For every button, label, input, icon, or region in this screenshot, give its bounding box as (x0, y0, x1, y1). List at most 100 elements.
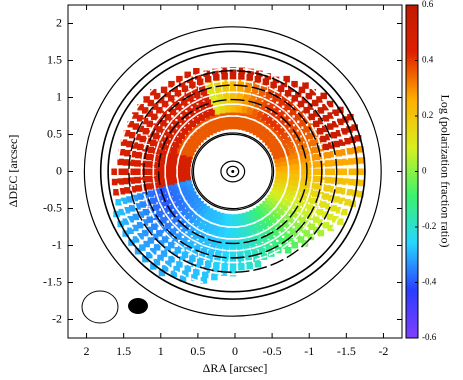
map-cell (177, 94, 185, 102)
map-cell (181, 208, 189, 216)
vector (171, 222, 182, 233)
map-cell (218, 230, 226, 237)
map-cell (317, 219, 325, 226)
map-cell (140, 184, 148, 191)
map-cell (143, 96, 150, 103)
vector (309, 177, 313, 190)
map-cell (266, 212, 274, 219)
map-cell (292, 163, 299, 170)
map-cell (225, 214, 233, 221)
map-cell (201, 217, 208, 225)
map-cell (278, 186, 285, 193)
vector (194, 266, 207, 272)
map-cell (132, 224, 139, 232)
map-cell (221, 213, 229, 221)
map-cell (193, 68, 200, 75)
vector (154, 141, 160, 153)
map-cell (287, 99, 295, 106)
map-cell (249, 114, 256, 122)
vector (268, 86, 280, 94)
map-cell (229, 117, 237, 124)
map-cell (240, 230, 248, 237)
vector (180, 259, 192, 267)
map-cell (200, 248, 208, 255)
vector (267, 112, 278, 122)
vector (173, 93, 185, 103)
map-cell (207, 86, 215, 94)
map-cell (330, 131, 338, 139)
map-cell (341, 208, 348, 216)
colorbar-tick-label: 0 (422, 166, 427, 176)
map-cell (291, 80, 298, 88)
map-cell (185, 205, 193, 212)
map-cell (158, 149, 165, 156)
map-cell (241, 235, 249, 243)
map-cell (205, 220, 213, 227)
map-cell (151, 213, 158, 221)
map-cell (178, 204, 185, 211)
x-tick-label: -1.5 (337, 344, 356, 358)
map-cell (179, 275, 187, 282)
map-cell (196, 129, 204, 136)
map-cell (178, 159, 186, 167)
map-cell (128, 205, 136, 212)
map-cell (338, 139, 346, 146)
vector (196, 228, 208, 235)
map-cell (238, 73, 245, 80)
map-cell (193, 204, 200, 212)
map-cell (149, 139, 157, 147)
map-cell (146, 110, 153, 117)
map-cell (291, 95, 299, 102)
map-cell (214, 211, 221, 219)
map-cell (167, 95, 175, 102)
map-cell (189, 191, 197, 198)
vector (284, 222, 294, 233)
map-cell (303, 230, 310, 237)
map-cell (329, 186, 337, 193)
vector (310, 124, 318, 136)
map-cell (127, 227, 134, 235)
map-cell (260, 101, 268, 109)
map-cell (238, 117, 246, 125)
map-cell (168, 80, 175, 88)
map-cell (206, 232, 213, 239)
map-cell (198, 114, 205, 121)
vector (244, 283, 257, 287)
map-cell (277, 112, 284, 119)
map-cell (314, 175, 321, 183)
map-cell (303, 106, 310, 114)
map-cell (178, 172, 185, 180)
map-cell (270, 120, 277, 128)
map-cell (160, 110, 167, 117)
map-cell (194, 73, 202, 80)
map-cell (291, 179, 299, 186)
map-cell (173, 215, 180, 223)
map-cell (175, 103, 182, 111)
map-cell (212, 216, 219, 224)
map-cell (272, 241, 279, 249)
map-cell (254, 75, 262, 83)
map-cell (258, 230, 266, 237)
map-cell (309, 88, 317, 96)
map-cell (198, 101, 206, 109)
vector (309, 247, 319, 258)
vector (191, 277, 204, 284)
map-cell (307, 103, 315, 110)
map-cell (177, 144, 185, 151)
map-cell (169, 228, 177, 235)
map-cell (139, 176, 147, 183)
map-cell (200, 210, 207, 218)
contour (157, 98, 308, 245)
map-cell (272, 139, 279, 146)
map-cell (251, 109, 258, 117)
vector (202, 244, 215, 250)
map-cell (322, 115, 330, 122)
map-cell (189, 255, 196, 262)
map-cell (271, 149, 278, 156)
map-cell (286, 163, 294, 171)
map-cell (221, 123, 229, 130)
map-cell (139, 160, 147, 168)
map-cell (186, 184, 194, 191)
map-cell (203, 111, 210, 119)
map-cell (324, 185, 331, 192)
